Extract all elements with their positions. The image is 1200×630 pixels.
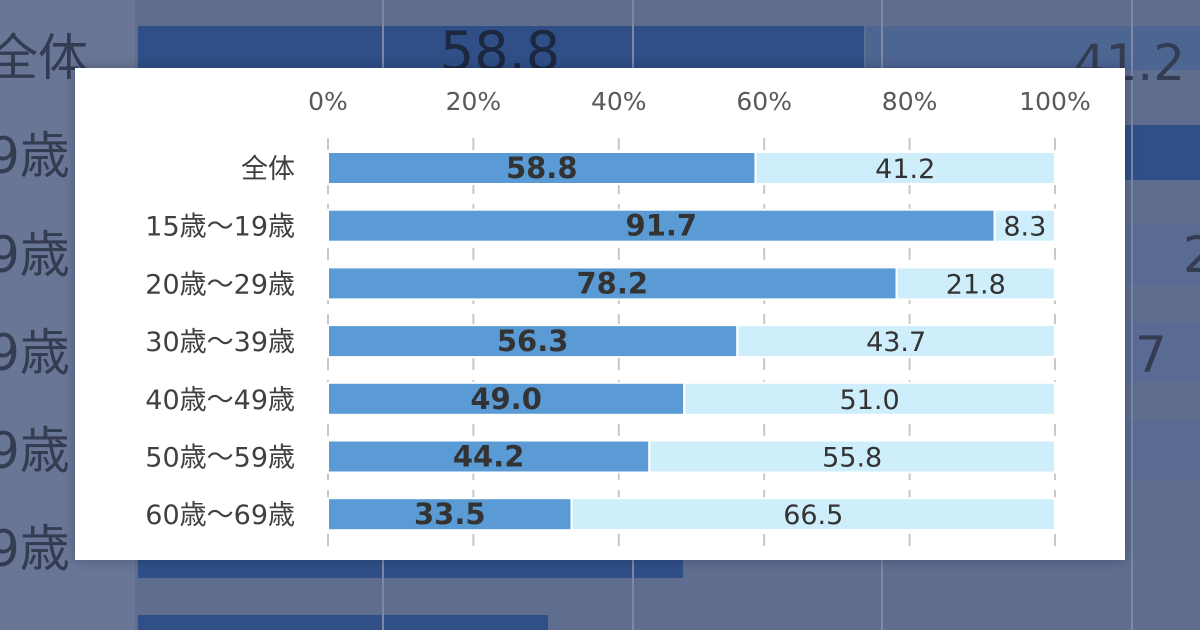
category-label-2: 20歳～29歳 xyxy=(145,269,295,300)
category-label-1: 15歳～19歳 xyxy=(145,212,295,243)
data-label-s0-5: 44.2 xyxy=(453,440,525,474)
category-label-3: 30歳～39歳 xyxy=(145,327,295,358)
bar-s1-4 xyxy=(683,381,1056,416)
x-tick-label-5: 100% xyxy=(1019,87,1090,116)
bar-s0-6 xyxy=(327,497,573,532)
x-tick-label-0: 0% xyxy=(308,87,348,116)
bg-row-label-3: 9歳 xyxy=(0,324,70,382)
bar-s1-2 xyxy=(895,266,1056,301)
bar-s1-3 xyxy=(736,324,1057,359)
bar-s1-1 xyxy=(993,208,1056,243)
data-label-s1-6: 66.5 xyxy=(783,500,843,531)
chart-card: 0% 20% 40% 60% 80% 100% 全体 58.8 41.2 15歳～19歳 91.7 8… xyxy=(75,68,1125,560)
category-label-4: 40歳～49歳 xyxy=(145,385,295,416)
data-label-s1-2: 21.8 xyxy=(946,269,1006,300)
bar-s0-3 xyxy=(327,324,739,359)
bar-s0-5 xyxy=(327,439,651,474)
bg-row-label-0: 全体 xyxy=(0,29,88,87)
category-label-0: 全体 xyxy=(241,154,295,185)
bg-row-label-4: 9歳 xyxy=(0,422,70,480)
data-label-s0-1: 91.7 xyxy=(626,209,698,243)
x-tick-label-4: 80% xyxy=(882,87,938,116)
bar-s1-0 xyxy=(754,151,1056,185)
bar-s1-5 xyxy=(648,439,1056,474)
bar-s0-0 xyxy=(327,151,757,185)
bg-value-2: 2 xyxy=(1183,226,1200,284)
data-label-s1-0: 41.2 xyxy=(875,154,935,185)
bar-s0-1 xyxy=(327,208,996,243)
bar-s0-2 xyxy=(327,266,898,301)
data-label-s0-4: 49.0 xyxy=(470,382,542,416)
data-label-s0-6: 33.5 xyxy=(414,497,486,531)
data-label-s0-3: 56.3 xyxy=(497,324,569,358)
x-tick-label-2: 40% xyxy=(591,87,647,116)
data-label-s1-4: 51.0 xyxy=(840,385,900,416)
x-tick-label-3: 60% xyxy=(736,87,792,116)
category-label-5: 50歳～59歳 xyxy=(145,443,295,474)
bg-row-label-5: 9歳 xyxy=(0,520,70,578)
x-tick-label-1: 20% xyxy=(446,87,502,116)
data-label-s1-1: 8.3 xyxy=(1003,212,1046,243)
bg-row-label-2: 9歳 xyxy=(0,226,70,284)
data-label-s1-5: 55.8 xyxy=(822,443,882,474)
bar-s1-6 xyxy=(570,497,1056,532)
bg-value-3: 7 xyxy=(1135,326,1167,384)
bg-row-label-1: 9歳 xyxy=(0,127,70,185)
stacked-bar-chart: 0% 20% 40% 60% 80% 100% 全体 58.8 41.2 15歳～19歳 91.7 8… xyxy=(145,87,1091,546)
data-label-s0-0: 58.8 xyxy=(506,151,578,185)
data-label-s0-2: 78.2 xyxy=(576,266,648,300)
category-label-6: 60歳～69歳 xyxy=(145,500,295,531)
bar-s0-4 xyxy=(327,381,686,416)
data-label-s1-3: 43.7 xyxy=(866,327,926,358)
